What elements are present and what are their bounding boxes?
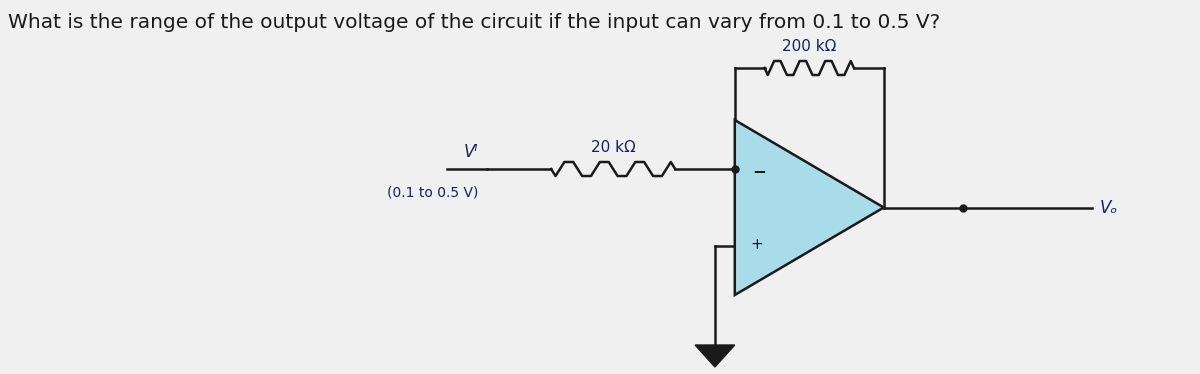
Text: +: + — [751, 236, 763, 251]
Text: Vₒ: Vₒ — [1100, 199, 1118, 217]
Text: Vᴵ: Vᴵ — [464, 143, 479, 161]
Text: What is the range of the output voltage of the circuit if the input can vary fro: What is the range of the output voltage … — [8, 12, 940, 31]
Text: 20 kΩ: 20 kΩ — [590, 140, 636, 155]
Text: (0.1 to 0.5 V): (0.1 to 0.5 V) — [388, 185, 479, 199]
Text: 200 kΩ: 200 kΩ — [782, 39, 836, 54]
Polygon shape — [695, 345, 734, 367]
Text: −: − — [752, 162, 767, 180]
Polygon shape — [734, 120, 883, 295]
